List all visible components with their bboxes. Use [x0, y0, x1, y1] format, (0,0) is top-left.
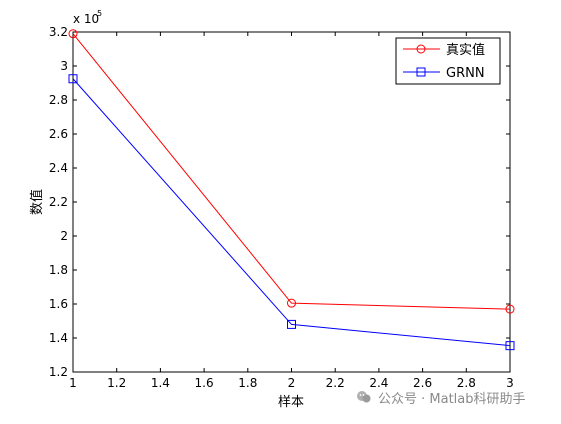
x-tick-label: 3	[506, 376, 514, 390]
y-tick-label: 1.4	[49, 331, 68, 345]
x-tick-label: 1.8	[238, 376, 257, 390]
data-point-series-0	[287, 298, 296, 308]
x-axis-label: 样本	[278, 395, 304, 410]
x-tick-label: 2.4	[369, 376, 388, 390]
y-axis-label: 数值	[29, 189, 45, 215]
legend-label-series-0: 真实值	[446, 42, 485, 58]
series-line-0	[72, 33, 511, 310]
x-tick-label: 1.6	[195, 376, 214, 390]
y-tick-label: 1.6	[49, 297, 68, 311]
legend-box	[395, 37, 501, 85]
wechat-icon	[357, 391, 371, 403]
y-tick-label: 1.8	[49, 263, 68, 277]
data-point-series-0	[68, 29, 78, 39]
x-tick-label: 1.4	[151, 376, 170, 390]
series-line-1	[72, 78, 511, 347]
x-tick-label: 2	[288, 376, 296, 390]
legend-label-series-1: GRNN	[446, 66, 485, 81]
legend: 真实值 GRNN	[395, 37, 501, 85]
data-point-series-1	[505, 341, 515, 351]
series-layer	[68, 29, 515, 351]
data-point-series-0	[505, 304, 515, 314]
y-tick-label: 2.6	[49, 127, 68, 141]
watermark: 公众号 · Matlab科研助手	[356, 386, 556, 408]
x-tick-label: 2.6	[413, 376, 432, 390]
x-tick-label: 2.8	[457, 376, 476, 390]
x-tick-label: 1	[69, 376, 77, 390]
x-ticks: 1 1.2 1.4 1.6 1.8 2 2.2 2.4 2.6 2.8 3	[69, 32, 514, 390]
y-tick-label: 1.2	[49, 365, 68, 379]
watermark-text: 公众号 · Matlab科研助手	[378, 391, 526, 407]
x-tick-label: 2.2	[326, 376, 345, 390]
y-tick-label: 3	[60, 59, 68, 73]
y-tick-label: 2	[60, 229, 68, 243]
x-tick-label: 1.2	[107, 376, 126, 390]
y-exponent-power: 5	[97, 9, 102, 18]
y-tick-label: 2.4	[49, 161, 68, 175]
y-ticks: 1.2 1.4 1.6 1.8 2 2.2 2.4 2.6 2.8 3 3.2	[49, 25, 510, 379]
plot-area	[72, 31, 511, 373]
legend-marker-series-0	[416, 44, 426, 54]
data-point-series-1	[68, 74, 78, 84]
y-tick-label: 3.2	[49, 25, 68, 39]
y-exponent-label: x 10	[73, 12, 99, 26]
legend-marker-series-1	[416, 67, 426, 77]
y-tick-label: 2.2	[49, 195, 68, 209]
data-point-series-1	[287, 319, 296, 329]
y-tick-label: 2.8	[49, 93, 68, 107]
